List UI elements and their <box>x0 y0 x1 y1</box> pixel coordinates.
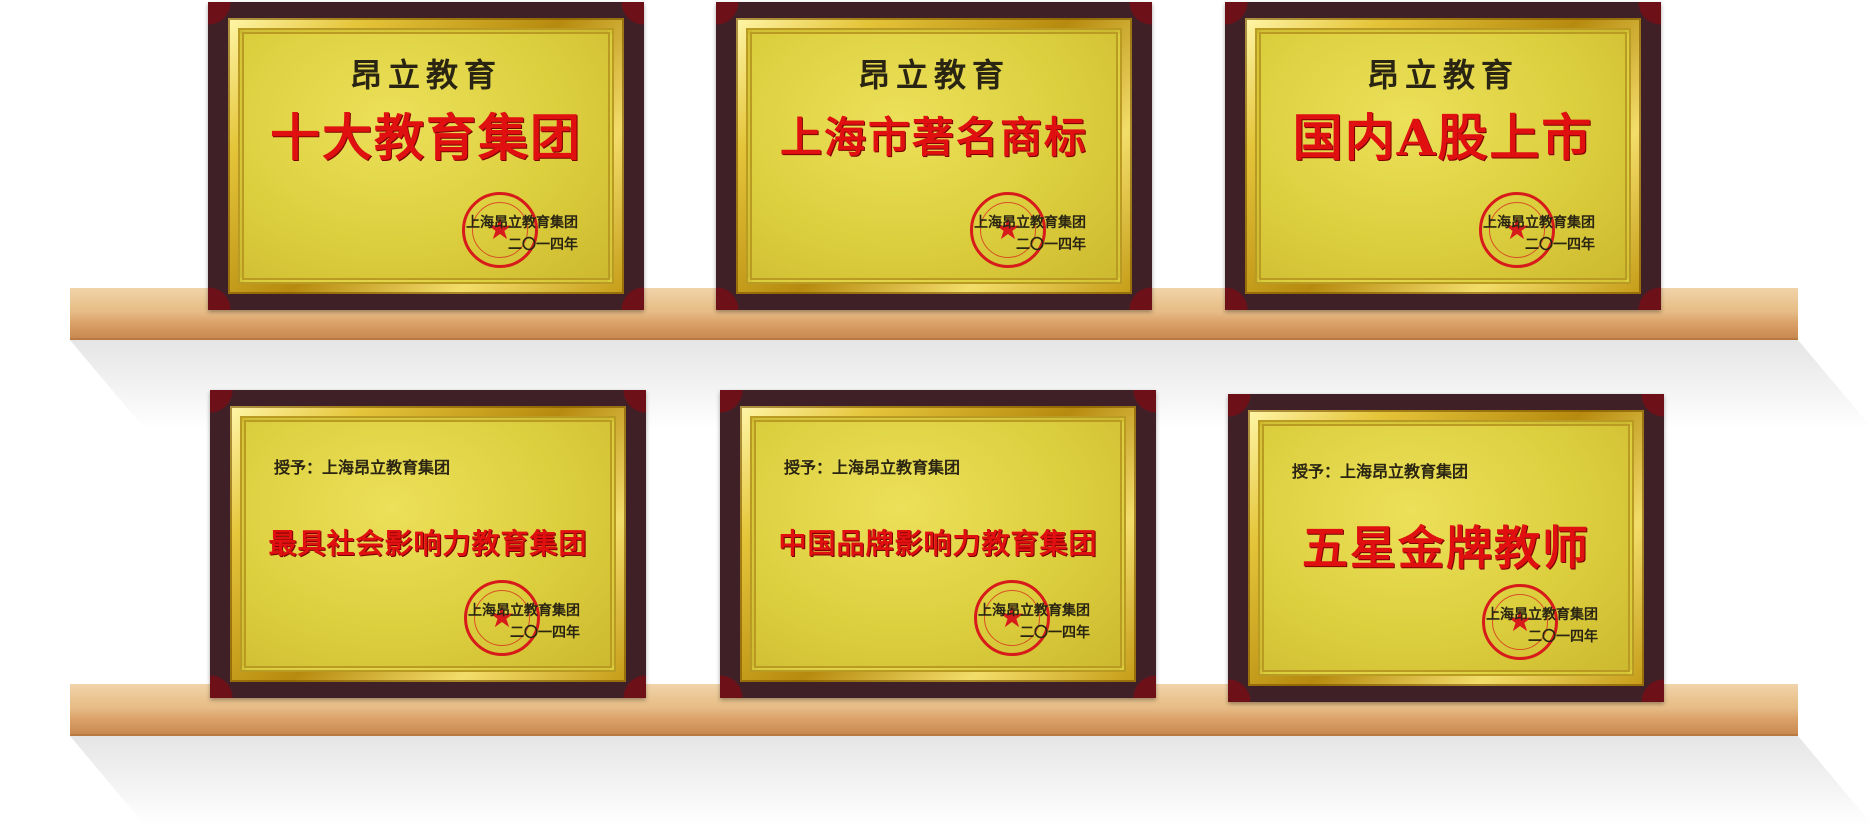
shelf-shadow-bottom <box>70 736 1869 826</box>
seal-icon: ★ <box>462 192 538 268</box>
plaque-panel: 授予：上海昂立教育集团 五星金牌教师 ★ 上海昂立教育集团 二〇一四年 <box>1258 420 1634 676</box>
date-text: 二〇一四年 <box>1525 237 1595 253</box>
plaque-top-right: 昂立教育 国内A股上市 ★ 上海昂立教育集团 二〇一四年 <box>1225 2 1661 310</box>
org-title: 昂立教育 <box>857 56 1010 94</box>
issuer-text: 上海昂立教育集团 <box>1486 607 1598 623</box>
grant-text: 授予：上海昂立教育集团 <box>784 458 961 477</box>
plaque-frame: 授予：上海昂立教育集团 最具社会影响力教育集团 ★ 上海昂立教育集团 二〇一四年 <box>230 406 626 682</box>
issuer-text: 上海昂立教育集团 <box>978 603 1090 619</box>
plaque-panel: 授予：上海昂立教育集团 最具社会影响力教育集团 ★ 上海昂立教育集团 二〇一四年 <box>240 416 616 672</box>
issuer-text: 上海昂立教育集团 <box>974 215 1086 231</box>
seal-icon: ★ <box>1482 584 1558 660</box>
plaque-frame: 授予：上海昂立教育集团 中国品牌影响力教育集团 ★ 上海昂立教育集团 二〇一四年 <box>740 406 1136 682</box>
honor-title: 上海市著名商标 <box>779 113 1088 162</box>
date-text: 二〇一四年 <box>1016 237 1086 253</box>
honor-title: 国内A股上市 <box>1292 108 1594 167</box>
shelf-bottom <box>70 706 1798 736</box>
honor-title: 五星金牌教师 <box>1302 521 1590 575</box>
plaque-bottom-right: 授予：上海昂立教育集团 五星金牌教师 ★ 上海昂立教育集团 二〇一四年 <box>1228 394 1664 702</box>
issuer-text: 上海昂立教育集团 <box>466 215 578 231</box>
date-text: 二〇一四年 <box>1020 625 1090 641</box>
plaque-frame: 授予：上海昂立教育集团 五星金牌教师 ★ 上海昂立教育集团 二〇一四年 <box>1248 410 1644 686</box>
plaque-panel: 昂立教育 国内A股上市 ★ 上海昂立教育集团 二〇一四年 <box>1255 28 1631 284</box>
issuer-text: 上海昂立教育集团 <box>468 603 580 619</box>
plaque-frame: 昂立教育 上海市著名商标 ★ 上海昂立教育集团 二〇一四年 <box>736 18 1132 294</box>
grant-text: 授予：上海昂立教育集团 <box>1292 462 1469 481</box>
seal-icon: ★ <box>974 580 1050 656</box>
plaque-frame: 昂立教育 国内A股上市 ★ 上海昂立教育集团 二〇一四年 <box>1245 18 1641 294</box>
plaque-bottom-left: 授予：上海昂立教育集团 最具社会影响力教育集团 ★ 上海昂立教育集团 二〇一四年 <box>210 390 646 698</box>
grant-text: 授予：上海昂立教育集团 <box>274 458 451 477</box>
date-text: 二〇一四年 <box>510 625 580 641</box>
seal-icon: ★ <box>1479 192 1555 268</box>
honor-title: 十大教育集团 <box>270 108 582 167</box>
plaque-panel: 昂立教育 上海市著名商标 ★ 上海昂立教育集团 二〇一四年 <box>746 28 1122 284</box>
honor-title: 最具社会影响力教育集团 <box>268 527 588 560</box>
honor-title: 中国品牌影响力教育集团 <box>778 527 1098 560</box>
date-text: 二〇一四年 <box>508 237 578 253</box>
seal-icon: ★ <box>970 192 1046 268</box>
plaque-frame: 昂立教育 十大教育集团 ★ 上海昂立教育集团 二〇一四年 <box>228 18 624 294</box>
org-title: 昂立教育 <box>349 56 502 94</box>
plaque-top-middle: 昂立教育 上海市著名商标 ★ 上海昂立教育集团 二〇一四年 <box>716 2 1152 310</box>
shelf-top <box>70 310 1798 340</box>
issuer-text: 上海昂立教育集团 <box>1483 215 1595 231</box>
seal-icon: ★ <box>464 580 540 656</box>
date-text: 二〇一四年 <box>1528 629 1598 645</box>
plaque-panel: 昂立教育 十大教育集团 ★ 上海昂立教育集团 二〇一四年 <box>238 28 614 284</box>
org-title: 昂立教育 <box>1366 56 1519 94</box>
plaque-bottom-middle: 授予：上海昂立教育集团 中国品牌影响力教育集团 ★ 上海昂立教育集团 二〇一四年 <box>720 390 1156 698</box>
plaque-top-left: 昂立教育 十大教育集团 ★ 上海昂立教育集团 二〇一四年 <box>208 2 644 310</box>
plaque-panel: 授予：上海昂立教育集团 中国品牌影响力教育集团 ★ 上海昂立教育集团 二〇一四年 <box>750 416 1126 672</box>
